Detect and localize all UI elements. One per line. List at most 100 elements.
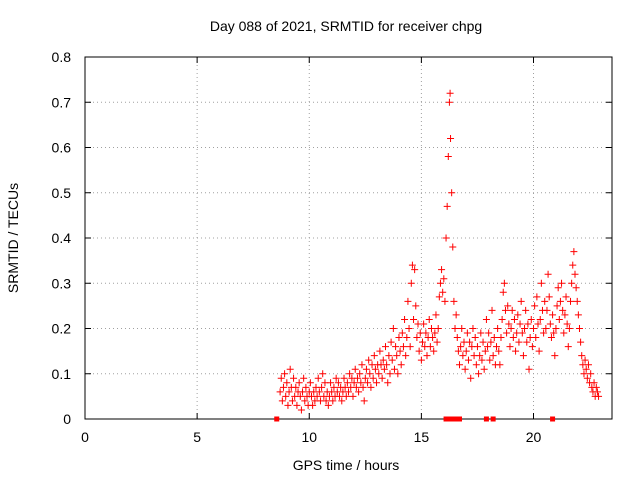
data-point bbox=[514, 311, 522, 319]
data-point bbox=[454, 347, 462, 355]
data-point bbox=[406, 343, 414, 351]
data-point bbox=[383, 361, 391, 369]
data-point bbox=[401, 315, 409, 323]
data-point-square bbox=[457, 416, 463, 422]
data-point bbox=[478, 356, 486, 364]
data-point-square bbox=[274, 416, 280, 422]
data-point bbox=[411, 266, 419, 274]
data-point bbox=[494, 325, 502, 332]
data-point bbox=[375, 370, 383, 378]
data-point bbox=[481, 347, 489, 355]
data-point bbox=[392, 343, 400, 351]
y-axis-label: SRMTID / TECUs bbox=[5, 183, 21, 293]
data-point bbox=[349, 392, 357, 400]
data-point bbox=[572, 284, 580, 292]
data-point bbox=[332, 374, 340, 382]
data-point bbox=[546, 320, 554, 328]
data-point bbox=[399, 343, 407, 351]
data-point bbox=[457, 343, 465, 351]
data-point bbox=[471, 334, 479, 342]
data-point bbox=[379, 356, 387, 364]
data-point bbox=[362, 365, 370, 373]
data-point bbox=[353, 374, 361, 382]
data-point bbox=[571, 270, 579, 278]
data-point bbox=[415, 347, 423, 355]
data-point bbox=[430, 347, 438, 355]
data-point bbox=[505, 320, 513, 328]
data-point-square bbox=[448, 416, 454, 422]
data-point bbox=[498, 315, 506, 323]
data-point bbox=[386, 370, 394, 378]
data-point bbox=[575, 325, 583, 332]
data-point bbox=[279, 383, 287, 391]
data-point bbox=[404, 297, 412, 305]
data-point bbox=[319, 370, 327, 378]
data-point bbox=[463, 329, 471, 337]
data-point bbox=[456, 361, 464, 369]
y-tick-label: 0.7 bbox=[52, 94, 72, 110]
data-point bbox=[327, 379, 335, 387]
data-point bbox=[517, 297, 525, 305]
data-point bbox=[475, 370, 483, 378]
data-point bbox=[318, 383, 326, 391]
data-point bbox=[355, 388, 363, 396]
data-point bbox=[508, 306, 516, 314]
data-point bbox=[543, 306, 551, 314]
data-point bbox=[556, 297, 564, 305]
data-point bbox=[533, 293, 541, 301]
data-point bbox=[282, 392, 290, 400]
data-point bbox=[425, 315, 433, 323]
data-point bbox=[534, 320, 542, 328]
grid-lines bbox=[85, 57, 612, 419]
data-point bbox=[370, 352, 378, 360]
y-tick-label: 0.5 bbox=[52, 185, 72, 201]
data-point bbox=[423, 352, 431, 360]
data-point bbox=[545, 293, 553, 301]
data-point bbox=[497, 334, 505, 342]
data-point bbox=[295, 379, 303, 387]
data-point bbox=[569, 261, 577, 269]
x-tick-label: 10 bbox=[301, 429, 317, 445]
data-point bbox=[503, 329, 511, 337]
data-point bbox=[573, 297, 581, 305]
data-point bbox=[531, 302, 539, 310]
data-point bbox=[551, 352, 559, 360]
data-point bbox=[315, 388, 323, 396]
data-point bbox=[540, 329, 548, 337]
data-point bbox=[506, 343, 514, 351]
data-point bbox=[559, 306, 567, 314]
data-point bbox=[536, 315, 544, 323]
data-point bbox=[518, 329, 526, 337]
data-point bbox=[549, 311, 557, 319]
y-tick-label: 0.2 bbox=[52, 321, 72, 337]
data-point bbox=[447, 134, 455, 142]
data-point bbox=[278, 397, 286, 405]
data-point bbox=[382, 343, 390, 351]
data-point bbox=[394, 370, 402, 378]
data-point bbox=[480, 365, 488, 373]
data-point bbox=[283, 379, 291, 387]
data-point bbox=[451, 325, 459, 332]
data-point bbox=[504, 302, 512, 310]
data-point bbox=[564, 343, 572, 351]
data-point bbox=[587, 370, 595, 378]
data-point bbox=[419, 338, 427, 346]
data-point bbox=[396, 347, 404, 355]
data-point bbox=[581, 356, 589, 364]
data-point bbox=[422, 329, 430, 337]
data-point bbox=[535, 347, 543, 355]
data-point bbox=[384, 379, 392, 387]
data-point bbox=[410, 315, 418, 323]
y-tick-label: 0.4 bbox=[52, 230, 72, 246]
data-point bbox=[524, 320, 532, 328]
data-point bbox=[357, 379, 365, 387]
data-point bbox=[351, 365, 359, 373]
data-point bbox=[563, 320, 571, 328]
data-point bbox=[479, 338, 487, 346]
data-point bbox=[516, 320, 524, 328]
data-point bbox=[284, 401, 292, 409]
data-point bbox=[281, 370, 289, 378]
data-point bbox=[467, 374, 475, 382]
data-point bbox=[542, 325, 550, 332]
data-point bbox=[373, 379, 381, 387]
